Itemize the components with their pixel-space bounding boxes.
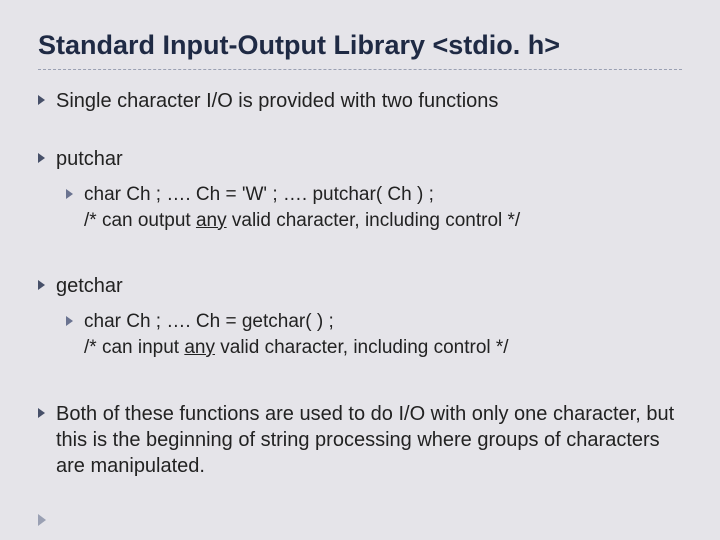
putchar-body: char Ch ; …. Ch = 'W' ; …. putchar( Ch )… [66,182,682,233]
putchar-comment-post: valid character, including control */ [227,210,521,231]
getchar-code-line: char Ch ; …. Ch = getchar( ) ; [84,311,334,332]
bullet-summary: Both of these functions are used to do I… [38,401,682,479]
bullet-intro: Single character I/O is provided with tw… [38,88,682,114]
getchar-comment-post: valid character, including control */ [215,337,509,358]
putchar-comment-any: any [196,210,227,231]
getchar-comment-pre: /* can input [84,337,184,358]
title-divider [38,69,682,70]
putchar-comment-pre: /* can output [84,210,196,231]
slide: Standard Input-Output Library <stdio. h>… [0,0,720,540]
putchar-block: putchar char Ch ; …. Ch = 'W' ; …. putch… [38,146,682,233]
getchar-body: char Ch ; …. Ch = getchar( ) ; /* can in… [66,309,682,360]
slide-title: Standard Input-Output Library <stdio. h> [38,30,682,61]
getchar-comment-any: any [184,337,215,358]
corner-bullet-icon [38,514,46,526]
getchar-block: getchar char Ch ; …. Ch = getchar( ) ; /… [38,273,682,360]
putchar-heading: putchar [38,146,682,172]
putchar-code-line: char Ch ; …. Ch = 'W' ; …. putchar( Ch )… [84,184,434,205]
getchar-heading: getchar [38,273,682,299]
